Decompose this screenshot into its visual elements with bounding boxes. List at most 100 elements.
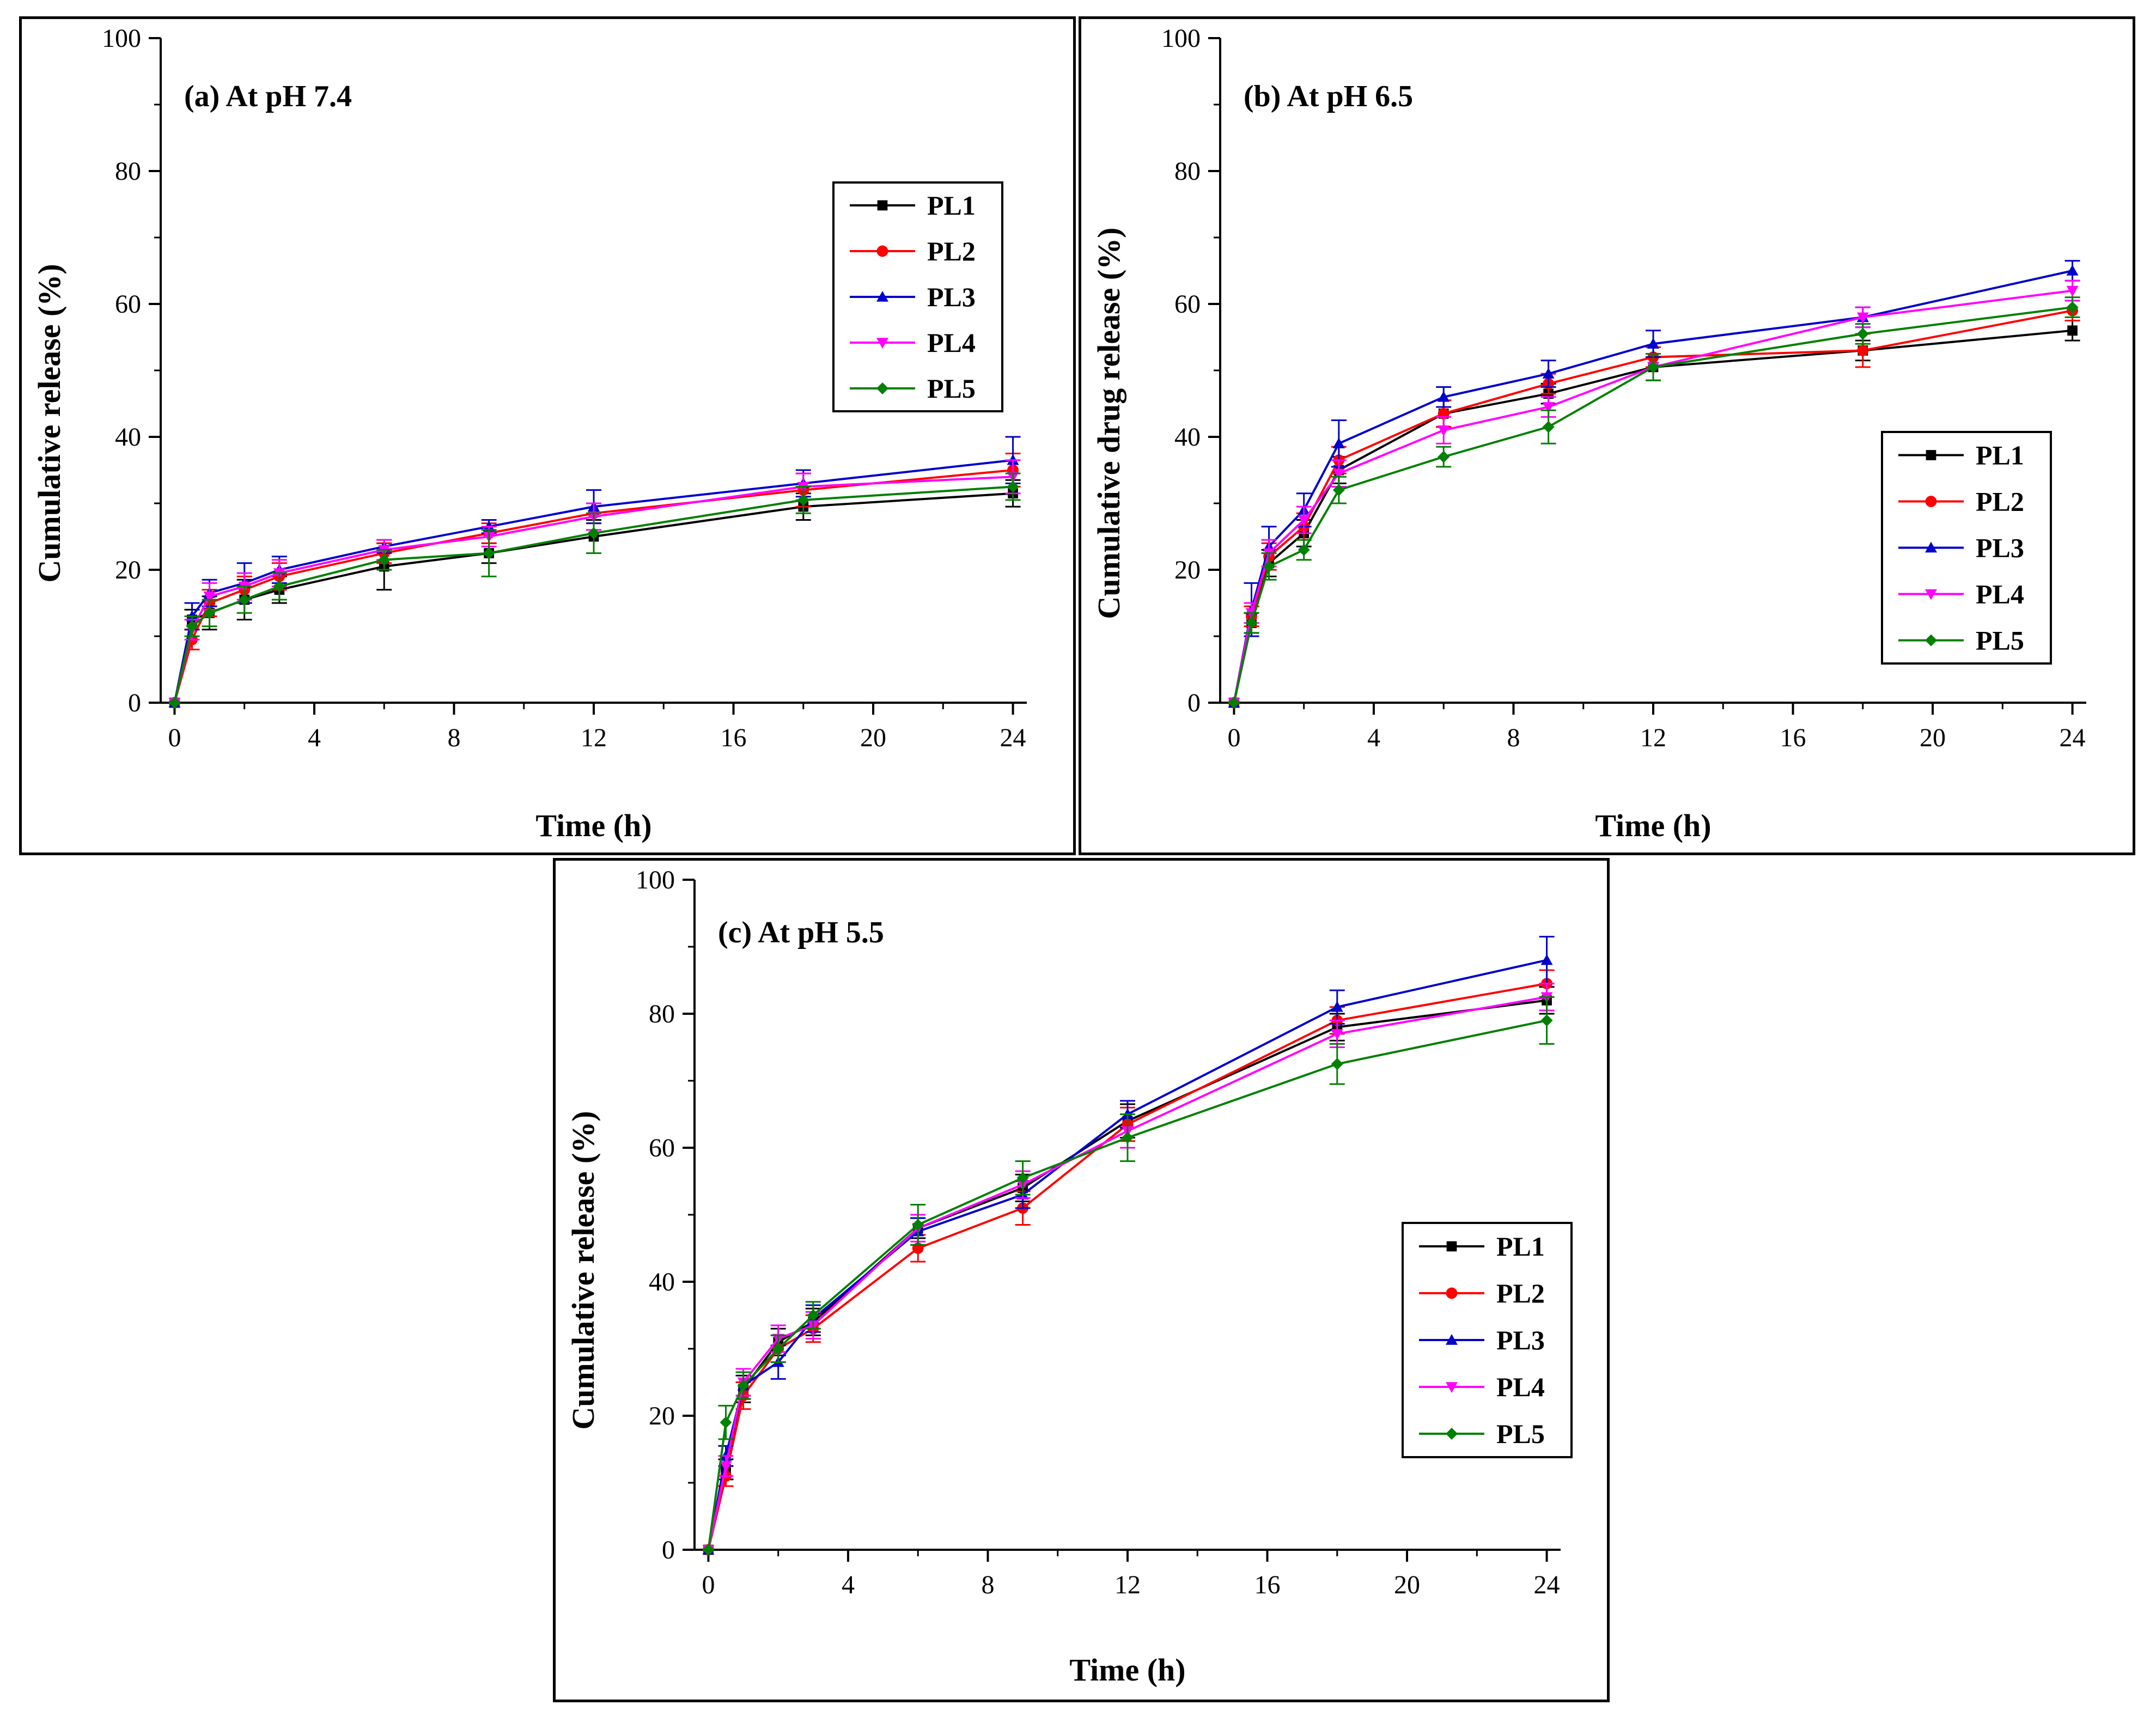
data-point	[1122, 1131, 1134, 1144]
chart-panel-b: (b) At pH 6.5 Time (h) Cumulative drug r…	[1079, 16, 2135, 855]
x-axis-label: Time (h)	[1595, 808, 1711, 843]
data-point	[737, 1379, 750, 1392]
data-point	[186, 620, 198, 632]
legend: PL1 PL2 PL3 PL4 PL5	[1402, 1222, 1573, 1458]
data-point	[168, 697, 181, 709]
data-point	[1542, 421, 1555, 433]
x-axis-label: Time (h)	[535, 808, 651, 843]
y-axis-label: Cumulative drug release (%)	[1091, 228, 1126, 619]
series-line	[173, 492, 1013, 703]
data-point	[1298, 515, 1310, 526]
data-point	[588, 527, 600, 539]
legend-swatch-marker	[1446, 1241, 1457, 1252]
y-tick-label: 60	[649, 1134, 675, 1162]
legend-label: PL1	[1496, 1231, 1545, 1262]
x-tick-label: 16	[1780, 723, 1806, 752]
panel-label: (c) At pH 5.5	[718, 916, 884, 949]
legend-swatch-marker	[1925, 541, 1937, 553]
x-tick-label: 16	[721, 723, 747, 752]
legend-item-pl1: PL1	[850, 190, 976, 221]
data-point	[797, 494, 809, 506]
panel-label: (a) At pH 7.4	[184, 80, 352, 113]
legend-item-pl1: PL1	[1419, 1231, 1545, 1262]
chart-svg-b: (b) At pH 6.5 Time (h) Cumulative drug r…	[1091, 24, 2086, 843]
data-point	[1438, 391, 1450, 402]
data-point	[1016, 1172, 1029, 1184]
series-pl5	[702, 996, 1555, 1556]
data-point	[1647, 338, 1659, 349]
legend-swatch-marker	[1446, 1287, 1458, 1299]
series-line	[173, 459, 1013, 703]
legend-item-pl3: PL3	[1419, 1325, 1545, 1355]
data-point	[1540, 954, 1553, 965]
y-tick-label: 100	[636, 866, 675, 894]
y-tick-label: 80	[115, 157, 141, 186]
legend-swatch-marker	[1926, 450, 1936, 460]
data-point	[1332, 484, 1345, 496]
legend-item-pl4: PL4	[1419, 1372, 1545, 1402]
data-point	[238, 593, 251, 606]
y-tick-label: 100	[1161, 24, 1201, 53]
series-line	[173, 476, 1013, 703]
legend-item-pl5: PL5	[850, 373, 976, 404]
data-point	[1856, 312, 1869, 324]
y-tick-label: 0	[1187, 689, 1201, 717]
legend-label: PL5	[1976, 625, 2024, 656]
panel-label: (b) At pH 6.5	[1244, 80, 1413, 113]
y-tick-label: 20	[649, 1402, 675, 1430]
legend-label: PL3	[1976, 533, 2024, 563]
legend-label: PL5	[927, 373, 976, 404]
series-line	[1233, 270, 2073, 703]
x-tick-label: 0	[168, 723, 181, 752]
legend-swatch-marker	[877, 200, 888, 211]
y-tick-label: 20	[1174, 556, 1201, 584]
x-tick-label: 8	[447, 723, 460, 752]
series-line	[1233, 306, 2073, 703]
series-line	[707, 996, 1547, 1550]
data-point	[1542, 368, 1555, 379]
x-tick-label: 20	[1394, 1570, 1420, 1599]
y-tick-label: 80	[1174, 157, 1201, 186]
legend-item-pl4: PL4	[850, 327, 976, 358]
legend-label: PL2	[1496, 1278, 1545, 1308]
x-tick-label: 8	[1507, 723, 1520, 752]
legend-label: PL4	[1496, 1372, 1545, 1402]
legend: PL1 PL2 PL3 PL4 PL5	[832, 181, 1003, 412]
data-point	[1332, 468, 1345, 480]
x-tick-label: 12	[1640, 723, 1666, 752]
legend-label: PL4	[1976, 579, 2024, 610]
y-tick-label: 20	[115, 556, 141, 584]
series-line	[707, 1019, 1547, 1550]
chart-svg-a: (a) At pH 7.4 Time (h) Cumulative releas…	[32, 24, 1027, 843]
y-axis-label: Cumulative release (%)	[565, 1111, 601, 1429]
data-point	[273, 580, 285, 593]
series-pl5	[168, 472, 1021, 709]
x-tick-label: 20	[860, 723, 886, 752]
series-line	[173, 485, 1013, 703]
y-tick-label: 80	[649, 1000, 675, 1028]
legend-label: PL1	[927, 190, 976, 221]
legend-swatch-marker	[1925, 634, 1937, 647]
y-tick-label: 40	[649, 1268, 675, 1296]
data-point	[1438, 450, 1450, 463]
chart-panel-a: (a) At pH 7.4 Time (h) Cumulative releas…	[19, 16, 1076, 855]
legend-swatch-marker	[1925, 589, 1937, 600]
y-tick-label: 60	[115, 290, 141, 319]
legend-swatch-marker	[1446, 1428, 1458, 1440]
x-tick-label: 12	[581, 723, 607, 752]
x-tick-label: 0	[702, 1570, 715, 1599]
chart-panel-c: (c) At pH 5.5 Time (h) Cumulative releas…	[553, 858, 1610, 1702]
y-tick-label: 0	[662, 1536, 675, 1564]
data-point	[2066, 265, 2079, 276]
legend-swatch-marker	[1446, 1334, 1458, 1345]
x-tick-label: 24	[1000, 723, 1026, 752]
legend-label: PL1	[1976, 440, 2024, 471]
legend-swatch-marker	[876, 291, 888, 302]
y-axis-label: Cumulative release (%)	[32, 264, 67, 582]
y-tick-label: 40	[115, 423, 141, 452]
data-point	[1332, 437, 1345, 448]
data-point	[720, 1461, 732, 1472]
legend-item-pl2: PL2	[850, 236, 976, 266]
data-point	[2066, 285, 2079, 297]
x-tick-label: 24	[1534, 1570, 1560, 1599]
